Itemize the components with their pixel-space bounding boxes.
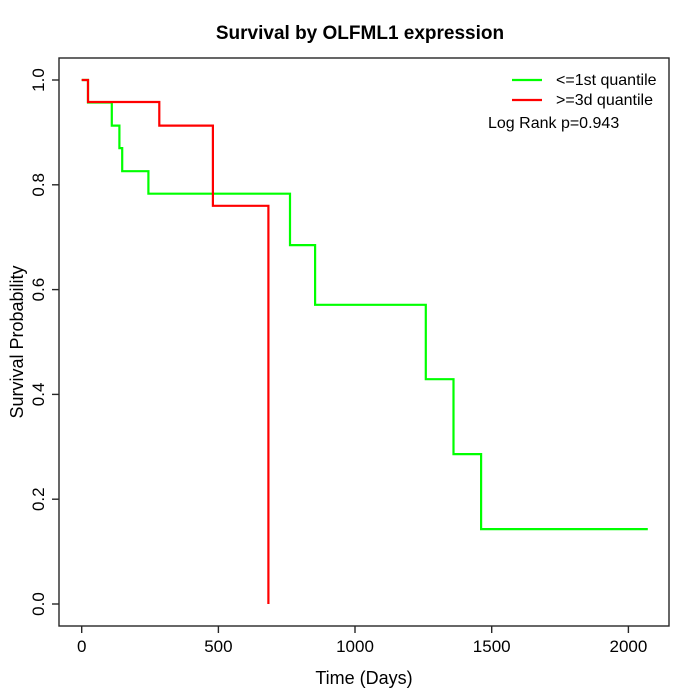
- x-axis-tick-label: 500: [204, 637, 232, 656]
- y-axis-tick-label: 0.6: [29, 278, 48, 302]
- km-curve-high-quantile: [81, 78, 270, 604]
- legend: <=1st quantile >=3d quantile Log Rank p=…: [488, 72, 657, 132]
- chart-title: Survival by OLFML1 expression: [216, 23, 504, 44]
- y-axis-tick-label: 0.2: [29, 487, 48, 511]
- log-rank-annotation: Log Rank p=0.943: [488, 115, 619, 132]
- x-axis-label: Time (Days): [315, 668, 412, 688]
- axis-ticks: 0 500 1000 1500 2000 0.0 0.2 0.4 0.6 0.8 1.0: [29, 68, 647, 656]
- x-axis-tick-label: 0: [77, 637, 86, 656]
- legend-label-high-quantile: >=3d quantile: [556, 92, 653, 109]
- x-axis-tick-label: 1000: [336, 637, 374, 656]
- y-axis-tick-label: 0.8: [29, 173, 48, 197]
- km-curves: [81, 78, 648, 604]
- legend-label-low-quantile: <=1st quantile: [556, 72, 657, 89]
- y-axis-tick-label: 0.0: [29, 592, 48, 616]
- km-curve-low-quantile: [81, 78, 648, 531]
- plot-box: [58, 57, 670, 627]
- x-axis-tick-label: 2000: [609, 637, 647, 656]
- x-axis-tick-label: 1500: [473, 637, 511, 656]
- y-axis-label: Survival Probability: [7, 265, 27, 418]
- y-axis-tick-label: 1.0: [29, 68, 48, 92]
- y-axis-tick-label: 0.4: [29, 383, 48, 407]
